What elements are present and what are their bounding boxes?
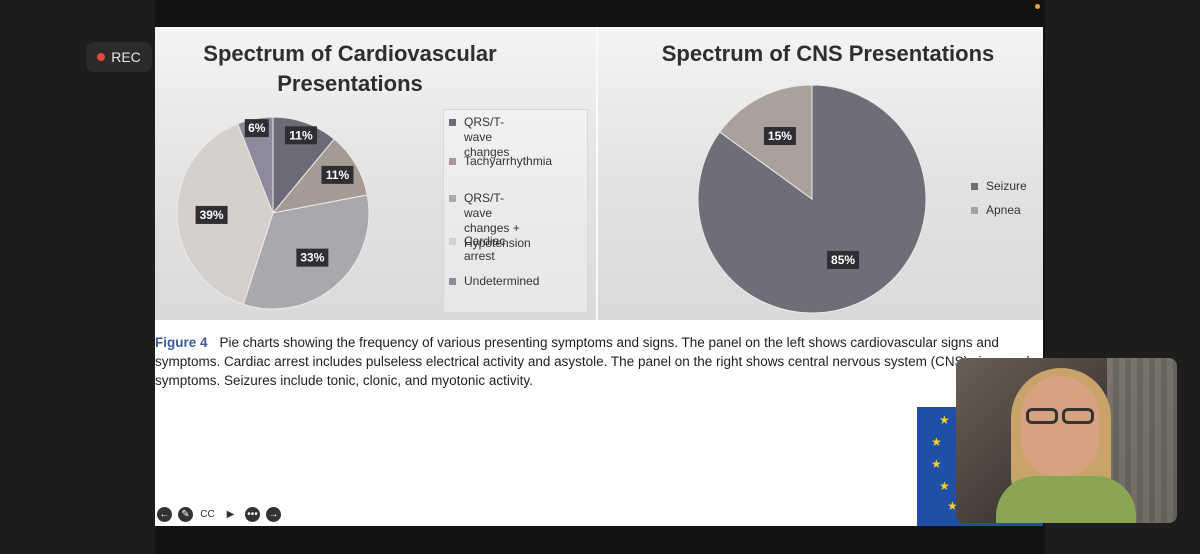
- cns-slice-seizure: [697, 84, 927, 314]
- more-icon[interactable]: •••: [245, 507, 260, 522]
- cns-chart-title: Spectrum of CNS Presentations: [661, 41, 995, 66]
- cardiovascular-data-label-text: 6%: [248, 121, 266, 135]
- cardiovascular-legend-swatch: [449, 119, 456, 126]
- presenter-glasses: [1026, 408, 1094, 424]
- star-icon: ★: [947, 499, 958, 513]
- cardiovascular-data-label-text: 39%: [200, 208, 224, 222]
- presenter-body: [996, 476, 1136, 523]
- presenter-video-thumbnail[interactable]: [956, 358, 1177, 523]
- cns-legend-swatch: [971, 183, 978, 190]
- cns-legend-label: Seizure: [986, 179, 1027, 193]
- cardiovascular-data-label-text: 11%: [326, 168, 350, 182]
- cardiovascular-data-label-box: [321, 165, 354, 184]
- cardiovascular-panel: Spectrum of Cardiovascular Presentations…: [155, 27, 596, 320]
- cardiovascular-legend-item: Undetermined: [449, 274, 539, 289]
- cns-data-label-text: 85%: [831, 253, 855, 267]
- cardiovascular-slice-tachyarrhythmia: [271, 138, 368, 214]
- cardiovascular-data-label: 33%: [296, 248, 329, 267]
- cns-panel: Spectrum of CNS Presentations 85% 15% Sei…: [598, 27, 1043, 320]
- left-letterbox: [0, 0, 155, 554]
- back-arrow-icon[interactable]: ←: [157, 507, 172, 522]
- figure-label: Figure 4: [155, 335, 208, 350]
- cardiovascular-data-label-box: [244, 119, 269, 138]
- presentation-toolbar: ← ✎ CC ▶ ••• →: [157, 507, 281, 522]
- caption-text: Pie charts showing the frequency of vari…: [155, 335, 1030, 388]
- pen-icon[interactable]: ✎: [178, 507, 193, 522]
- cardiovascular-legend-label: QRS/T-wave changes: [464, 115, 510, 159]
- cns-pie-chart: 85% 15%: [697, 84, 927, 314]
- cardiovascular-legend-swatch: [449, 158, 456, 165]
- cardiovascular-legend-label: Cardiac arrest: [464, 234, 506, 263]
- presentation-slide: Spectrum of Cardiovascular Presentations…: [155, 27, 1043, 526]
- presenter-face: [1021, 376, 1099, 476]
- cardiovascular-data-label-box: [195, 205, 228, 224]
- figure-caption: Figure 4 Pie charts showing the frequency…: [155, 333, 1035, 390]
- cardiovascular-legend-swatch: [449, 278, 456, 285]
- cardiovascular-legend-item: Cardiac arrest: [449, 234, 505, 264]
- video-icon[interactable]: ▶: [222, 507, 239, 522]
- star-icon: ★: [931, 435, 942, 449]
- cardiovascular-legend-label: QRS/T-wave changes + Hypotension: [464, 191, 531, 250]
- cardiovascular-pie-chart: 11% 11% 33% 39% 6%: [176, 116, 370, 310]
- cardiovascular-data-label: 6%: [244, 119, 269, 138]
- cardiovascular-data-label: 11%: [284, 126, 317, 145]
- status-dot: [1035, 4, 1040, 9]
- star-icon: ★: [931, 457, 942, 471]
- star-icon: ★: [939, 479, 950, 493]
- cns-legend-label: Apnea: [986, 203, 1021, 217]
- cardiovascular-legend-item: Tachyarrhythmia: [449, 154, 552, 169]
- record-dot-icon: [97, 53, 106, 61]
- star-icon: ★: [939, 413, 950, 427]
- cardiovascular-legend-swatch: [449, 238, 456, 245]
- panel-divider: [596, 27, 598, 320]
- cns-data-label: 85%: [827, 250, 860, 269]
- cc-icon[interactable]: CC: [199, 507, 216, 522]
- cardiovascular-legend-swatch: [449, 195, 456, 202]
- cns-legend-item: Apnea: [971, 203, 1021, 218]
- cardiovascular-data-label-box: [284, 126, 317, 145]
- cns-data-label-box: [827, 250, 860, 269]
- cardiovascular-data-label-text: 33%: [300, 251, 324, 265]
- cns-legend-swatch: [971, 207, 978, 214]
- cardiovascular-legend-box: [443, 109, 588, 313]
- cardiovascular-data-label: 39%: [195, 205, 228, 224]
- cardiovascular-chart-title: Spectrum of Cardiovascular Presentations: [203, 41, 497, 96]
- cardiovascular-data-label: 11%: [321, 165, 354, 184]
- cns-data-label-text: 15%: [768, 129, 792, 143]
- cns-data-label-box: [763, 127, 796, 146]
- cns-data-label: 15%: [763, 127, 796, 146]
- cardiovascular-legend-item: QRS/T-wave changes: [449, 115, 509, 160]
- recording-indicator[interactable]: REC: [86, 42, 152, 72]
- cardiovascular-slice-undetermined: [237, 116, 274, 214]
- cardiovascular-legend-item: QRS/T-wave changes + Hypotension: [449, 191, 531, 251]
- recording-label: REC: [111, 49, 141, 65]
- cardiovascular-legend-label: Tachyarrhythmia: [464, 154, 553, 168]
- cardiovascular-data-label-text: 11%: [289, 128, 313, 142]
- cns-legend-item: Seizure: [971, 179, 1027, 194]
- cardiovascular-data-label-box: [296, 248, 329, 267]
- cardiovascular-legend-label: Undetermined: [464, 274, 540, 288]
- forward-arrow-icon[interactable]: →: [266, 507, 281, 522]
